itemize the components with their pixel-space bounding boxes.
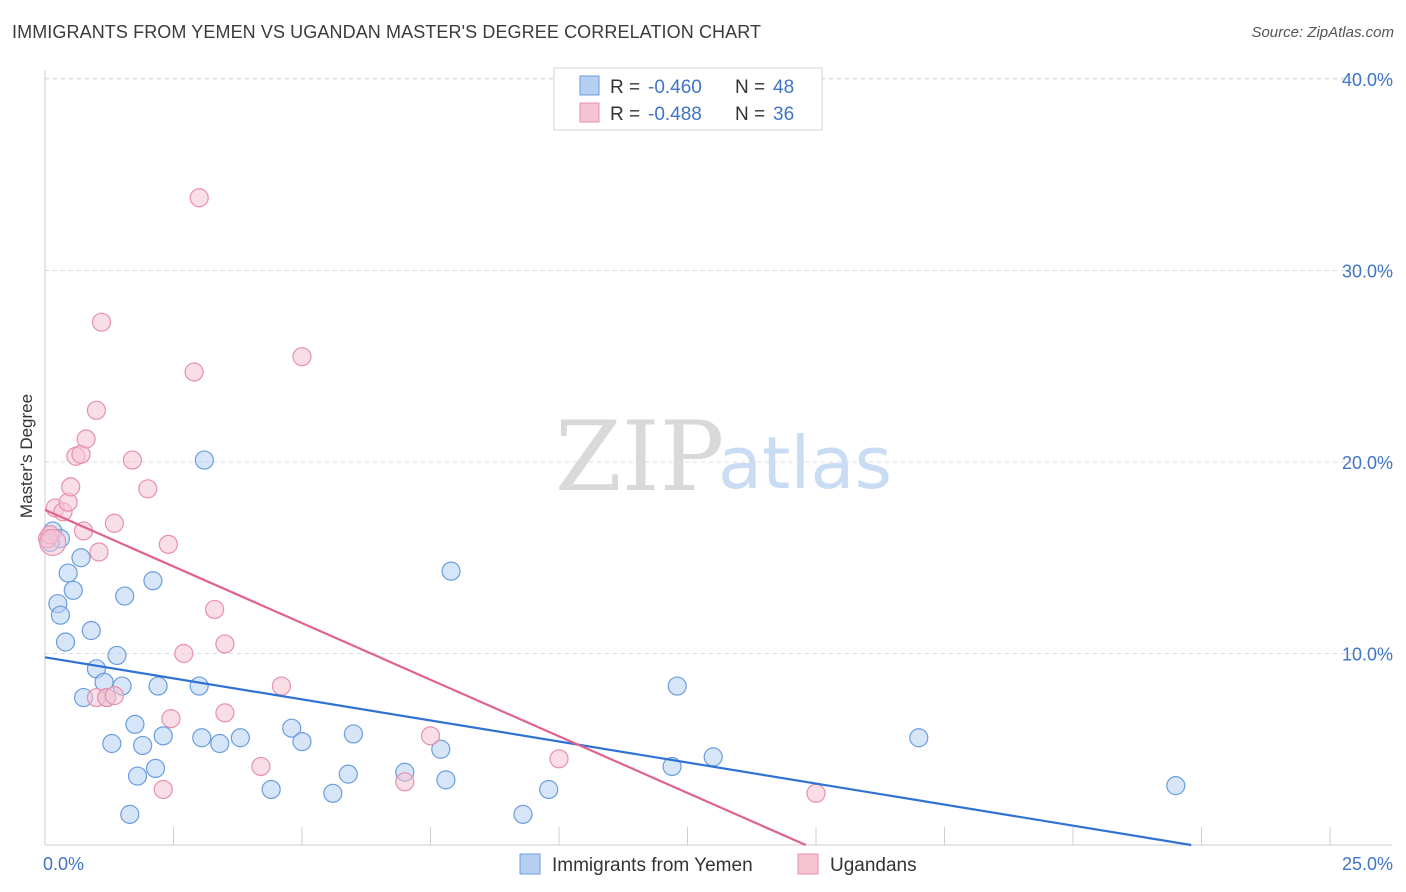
yemen-point <box>909 728 929 748</box>
yemen-point <box>192 728 212 748</box>
yemen-point <box>194 450 214 470</box>
yemen-point <box>230 728 250 748</box>
ugandans-point <box>174 643 194 664</box>
legend-r-label-yemen: R = <box>610 77 640 98</box>
yemen-trend-line <box>44 656 1192 847</box>
legend-n-label-ugandans: N = <box>735 104 765 125</box>
yemen-point <box>120 804 140 824</box>
yemen-point <box>115 586 135 606</box>
legend-r-label-ugandans: R = <box>610 104 640 125</box>
ugandans-point <box>184 362 204 382</box>
ugandans-point <box>89 542 109 562</box>
yemen-point <box>703 747 723 767</box>
series-legend-label-yemen: Immigrants from Yemen <box>552 855 753 876</box>
ugandans-point <box>189 188 209 208</box>
ugandans-point <box>39 528 67 557</box>
x-tick-label-min: 0.0% <box>43 854 84 874</box>
yemen-point <box>441 561 461 581</box>
ugandans-point <box>76 429 96 449</box>
ugandans-point <box>91 312 112 332</box>
ugandans-trend-line <box>44 508 807 847</box>
yemen-point <box>282 718 302 738</box>
y-tick-label: 20.0% <box>1342 453 1393 473</box>
yemen-point <box>261 779 281 800</box>
y-tick-label: 30.0% <box>1342 262 1393 282</box>
yemen-point <box>81 620 101 641</box>
yemen-point <box>102 733 122 754</box>
legend-n-value-ugandans: 36 <box>773 104 794 125</box>
ugandans-point <box>122 450 142 470</box>
y-tick-label: 10.0% <box>1342 645 1393 665</box>
source-credit: Source: ZipAtlas.com <box>1251 24 1394 41</box>
yemen-point <box>431 739 451 759</box>
legend-n-value-yemen: 48 <box>773 77 794 98</box>
ugandans-point <box>395 772 415 792</box>
axes: 10.0% 20.0% 30.0% 40.0% 0.0% 25.0% <box>43 70 1393 874</box>
gridlines <box>45 77 1392 654</box>
y-tick-label: 40.0% <box>1342 70 1393 90</box>
ugandans-point <box>806 783 826 803</box>
ugandans-point <box>104 686 124 706</box>
yemen-point <box>667 676 687 696</box>
series-legend-label-ugandans: Ugandans <box>830 855 917 876</box>
yemen-point <box>107 645 127 666</box>
yemen-point <box>210 733 230 754</box>
ugandans-point <box>153 779 173 800</box>
ugandans-point <box>549 749 569 769</box>
ugandans-point <box>86 400 107 420</box>
yemen-point <box>50 605 71 625</box>
ugandans-point <box>138 479 158 499</box>
yemen-point <box>539 779 559 800</box>
legend-n-label-yemen: N = <box>735 77 765 98</box>
watermark-atlas: atlas <box>718 421 892 505</box>
yemen-point <box>63 580 83 600</box>
ugandans-point <box>205 599 225 620</box>
series-legend-swatch-yemen <box>519 853 541 875</box>
yemen-point <box>127 766 148 786</box>
legend-r-value-ugandans: -0.488 <box>648 104 702 125</box>
yemen-point <box>343 724 363 744</box>
y-axis-label: Master's Degree <box>17 394 36 518</box>
data-points <box>37 188 1186 824</box>
legend-swatch-ugandans <box>579 102 600 123</box>
yemen-point <box>323 783 343 803</box>
yemen-point <box>513 804 533 824</box>
ugandans-point <box>158 534 178 554</box>
series-legend-swatch-ugandans <box>797 853 819 875</box>
yemen-point <box>133 735 153 756</box>
yemen-point <box>125 714 145 734</box>
yemen-point <box>1166 776 1186 796</box>
yemen-point <box>436 770 456 790</box>
yemen-point <box>55 632 76 652</box>
ugandans-point <box>292 347 312 367</box>
yemen-point <box>58 563 78 583</box>
yemen-point <box>148 676 168 696</box>
watermark: ZIP atlas <box>555 401 892 513</box>
yemen-point <box>338 764 358 784</box>
trend-lines <box>44 508 1192 847</box>
ugandans-point <box>420 726 441 746</box>
series-legend: Immigrants from Yemen Ugandans <box>519 853 917 876</box>
stats-legend: R = -0.460 N = 48 R = -0.488 N = 36 <box>553 67 823 131</box>
ugandans-point <box>104 513 124 533</box>
legend-r-value-yemen: -0.460 <box>648 77 702 98</box>
x-tick-label-max: 25.0% <box>1342 854 1393 874</box>
watermark-zip: ZIP <box>555 401 724 513</box>
ugandans-point <box>215 703 235 723</box>
ugandans-point <box>161 709 181 729</box>
legend-swatch-yemen <box>579 75 600 96</box>
ugandans-point <box>251 756 271 777</box>
chart-title: IMMIGRANTS FROM YEMEN VS UGANDAN MASTER'… <box>12 22 762 42</box>
yemen-point <box>153 726 173 746</box>
ugandans-point <box>61 477 81 497</box>
yemen-point <box>145 758 166 779</box>
yemen-point <box>143 571 163 591</box>
ugandans-point <box>271 676 292 696</box>
ugandans-point <box>215 634 235 654</box>
yemen-point <box>292 731 312 752</box>
yemen-point <box>189 676 209 696</box>
yemen-point <box>662 756 682 777</box>
yemen-point <box>71 548 91 568</box>
